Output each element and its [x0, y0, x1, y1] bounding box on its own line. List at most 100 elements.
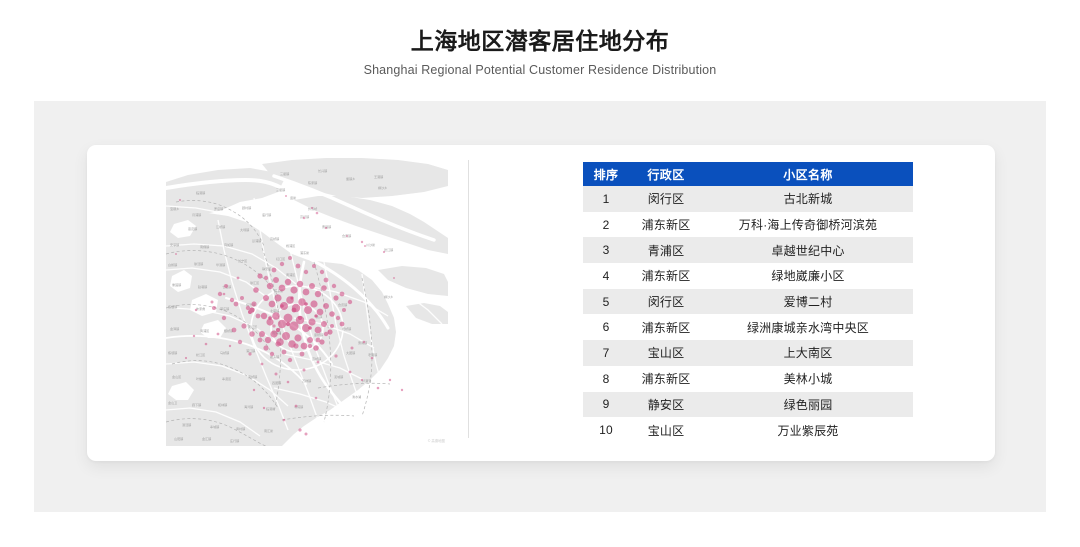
svg-text:书院镇: 书院镇	[294, 404, 303, 409]
table-row[interactable]: 6 浦东新区 绿洲康城亲水湾中央区	[583, 314, 913, 341]
svg-text:海湾镇: 海湾镇	[244, 404, 253, 409]
svg-text:川沙新: 川沙新	[366, 242, 375, 247]
table-row[interactable]: 9 静安区 绿色丽园	[583, 391, 913, 418]
table-header-row: 排序 行政区 小区名称	[583, 162, 913, 186]
column-header-district[interactable]: 行政区	[629, 162, 703, 186]
table-body: 1 闵行区 古北新城 2 浦东新区 万科·海上传奇御桥河滨苑 3 青浦区 卓越世…	[583, 186, 913, 443]
svg-text:朱家角: 朱家角	[196, 306, 205, 311]
svg-text:青浦区: 青浦区	[200, 328, 209, 333]
svg-text:杨浦区: 杨浦区	[286, 243, 295, 248]
svg-text:嘉定镇: 嘉定镇	[188, 226, 197, 231]
cell-district: 闵行区	[629, 288, 703, 315]
svg-text:浦东新: 浦东新	[274, 288, 283, 293]
svg-text:三星镇: 三星镇	[280, 171, 289, 176]
svg-text:南汇新: 南汇新	[264, 428, 273, 433]
svg-text:曹路镇: 曹路镇	[322, 224, 331, 229]
svg-text:长宁区: 长宁区	[238, 258, 247, 263]
top-communities-table: 排序 行政区 小区名称 1 闵行区 古北新城 2 浦东新区 万科·海上传奇御桥河…	[583, 162, 913, 443]
dashboard-card: 三星镇 长兴镇 堡镇乡 王港镇 陈家镇 横沙乡 三星镇 竖新 宝钢乡 月浦镇 罗店镇 顾村镇…	[87, 145, 995, 461]
map-attribution-label: © 高德地图	[427, 439, 445, 443]
cell-community: 古北新城	[703, 186, 913, 212]
svg-text:浦东新: 浦东新	[300, 250, 309, 255]
svg-text:华漕镇: 华漕镇	[216, 262, 225, 267]
svg-text:泥城镇: 泥城镇	[334, 374, 343, 379]
page-header: 上海地区潜客居住地分布 Shanghai Regional Potential …	[0, 0, 1080, 101]
table-row[interactable]: 5 闵行区 爱博二村	[583, 288, 913, 315]
svg-text:山阳镇: 山阳镇	[174, 436, 183, 441]
column-header-community[interactable]: 小区名称	[703, 162, 913, 186]
svg-text:金山区: 金山区	[172, 374, 181, 379]
svg-text:罗店镇: 罗店镇	[214, 206, 223, 211]
cell-rank: 1	[583, 186, 629, 212]
svg-text:祝桥镇: 祝桥镇	[342, 326, 351, 331]
svg-text:江桥镇: 江桥镇	[216, 224, 225, 229]
svg-text:南桥镇: 南桥镇	[248, 374, 257, 379]
svg-text:虹口区: 虹口区	[276, 256, 285, 261]
svg-text:大场镇: 大场镇	[240, 227, 249, 232]
svg-text:四团镇: 四团镇	[272, 380, 281, 385]
table-row[interactable]: 8 浦东新区 美林小城	[583, 365, 913, 392]
cell-rank: 5	[583, 288, 629, 315]
table-row[interactable]: 2 浦东新区 万科·海上传奇御桥河滨苑	[583, 211, 913, 238]
svg-text:闵行区: 闵行区	[248, 324, 257, 329]
table-row[interactable]: 7 宝山区 上大南区	[583, 340, 913, 366]
svg-text:青村镇: 青村镇	[236, 426, 245, 431]
svg-text:金汇镇: 金汇镇	[202, 436, 211, 441]
svg-text:静安区: 静安区	[262, 266, 271, 271]
cell-community: 爱博二村	[703, 288, 913, 315]
svg-text:安亭镇: 安亭镇	[170, 242, 179, 247]
svg-text:徐汇区: 徐汇区	[250, 280, 259, 285]
cell-community: 卓越世纪中心	[703, 237, 913, 264]
svg-text:南翔镇: 南翔镇	[200, 244, 209, 249]
cell-district: 青浦区	[629, 237, 703, 264]
svg-text:赵巷镇: 赵巷镇	[198, 284, 207, 289]
svg-text:张江镇: 张江镇	[384, 247, 393, 252]
svg-text:奉城镇: 奉城镇	[210, 424, 219, 429]
svg-text:滴水湖: 滴水湖	[352, 394, 361, 399]
svg-text:庄行镇: 庄行镇	[230, 438, 239, 443]
svg-text:芦潮港: 芦潮港	[362, 378, 372, 383]
svg-text:金山卫: 金山卫	[168, 400, 177, 405]
svg-text:惠南镇: 惠南镇	[358, 340, 367, 345]
table-row[interactable]: 3 青浦区 卓越世纪中心	[583, 237, 913, 264]
svg-text:白鹤镇: 白鹤镇	[168, 262, 177, 267]
table-row[interactable]: 1 闵行区 古北新城	[583, 186, 913, 212]
svg-text:颛桥镇: 颛桥镇	[224, 328, 233, 333]
svg-text:柘林镇: 柘林镇	[218, 402, 227, 407]
page-subtitle: Shanghai Regional Potential Customer Res…	[363, 63, 717, 77]
svg-text:高桥镇: 高桥镇	[270, 236, 279, 241]
svg-text:廊下镇: 廊下镇	[192, 402, 201, 407]
svg-text:宝钢乡: 宝钢乡	[170, 206, 179, 211]
cell-district: 宝山区	[629, 417, 703, 443]
svg-text:漕泾镇: 漕泾镇	[182, 422, 191, 427]
svg-text:彭浦镇: 彭浦镇	[252, 238, 261, 243]
table-header: 排序 行政区 小区名称	[583, 162, 913, 186]
svg-text:堡镇乡: 堡镇乡	[346, 176, 355, 181]
svg-text:横沙乡: 横沙乡	[384, 294, 393, 299]
svg-text:唐镇: 唐镇	[316, 314, 322, 319]
svg-text:奉贤区: 奉贤区	[222, 376, 231, 381]
table-row[interactable]: 10 宝山区 万业紫辰苑	[583, 417, 913, 443]
cell-community: 上大南区	[703, 340, 913, 366]
svg-text:练塘镇: 练塘镇	[168, 350, 177, 355]
cell-rank: 2	[583, 211, 629, 238]
svg-text:莘庄镇: 莘庄镇	[220, 306, 229, 311]
cell-rank: 3	[583, 237, 629, 264]
cell-community: 绿色丽园	[703, 391, 913, 418]
shanghai-density-map[interactable]: 三星镇 长兴镇 堡镇乡 王港镇 陈家镇 横沙乡 三星镇 竖新 宝钢乡 月浦镇 罗店镇 顾村镇…	[166, 158, 448, 446]
cell-community: 万业紫辰苑	[703, 417, 913, 443]
cell-community: 绿地崴廉小区	[703, 263, 913, 289]
cell-rank: 4	[583, 263, 629, 289]
cell-community: 万科·海上传奇御桥河滨苑	[703, 211, 913, 238]
column-header-rank[interactable]: 排序	[583, 162, 629, 186]
table-row[interactable]: 4 浦东新区 绿地崴廉小区	[583, 263, 913, 289]
svg-text:金泽镇: 金泽镇	[170, 326, 179, 331]
svg-text:黄浦区: 黄浦区	[286, 272, 295, 277]
svg-text:横沙乡: 横沙乡	[378, 185, 387, 190]
svg-text:浦江镇: 浦江镇	[246, 348, 255, 353]
svg-text:庙行镇: 庙行镇	[262, 212, 271, 217]
svg-text:顾村镇: 顾村镇	[242, 205, 251, 210]
svg-text:徐泾镇: 徐泾镇	[194, 261, 203, 266]
cell-rank: 6	[583, 314, 629, 341]
cell-community: 美林小城	[703, 365, 913, 392]
